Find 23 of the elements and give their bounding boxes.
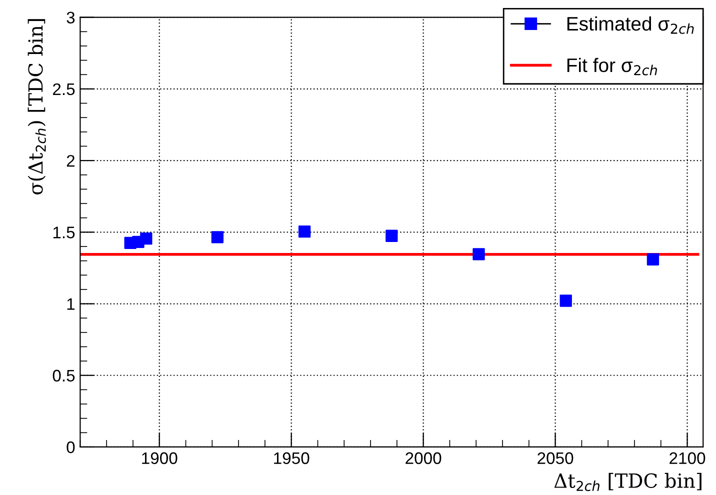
point	[472, 248, 485, 260]
y-axis-title: σ(Δt$_{2ch}$) [TDC bin]	[28, 19, 46, 194]
x-tick-label: 2050	[538, 452, 574, 464]
legend-label: Estimated σ$_{2ch}$	[567, 16, 694, 34]
point	[298, 226, 311, 238]
y-tick-label: 2.5	[53, 83, 75, 96]
point	[211, 231, 224, 244]
y-tick-label: 1.5	[53, 226, 75, 238]
point	[140, 232, 152, 245]
x-tick-label: 1950	[274, 452, 310, 464]
y-tick-label: 1	[67, 298, 75, 310]
y-tick-label: 2	[66, 154, 74, 167]
x-tick-label: 1900	[142, 452, 178, 464]
legend-label: Fit for σ$_{2ch}$	[567, 58, 657, 76]
x-tick-label: 2100	[670, 452, 706, 464]
x-tick-label: 2000	[406, 452, 442, 464]
x-axis-title: Δt$_{2ch}$ [TDC bin]	[554, 472, 702, 492]
y-tick-label: 3	[66, 12, 75, 24]
point	[386, 230, 398, 242]
point	[646, 253, 660, 266]
point	[560, 294, 572, 307]
y-tick-label: 0	[66, 441, 75, 454]
y-tick-label: 0.5	[52, 370, 75, 382]
